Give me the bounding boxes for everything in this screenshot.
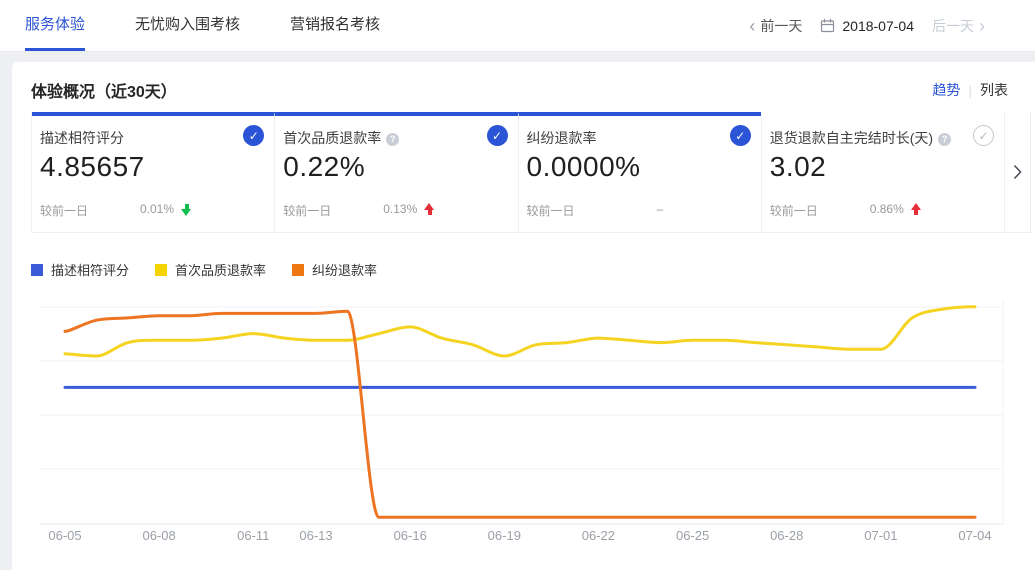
trend-line-chart: 06-05 06-08 06-11 06-13 06-16 06-19 06-22 06-25…	[40, 300, 1004, 543]
metric-title: 描述相符评分	[40, 130, 124, 146]
check-icon[interactable]: ✓	[486, 125, 508, 146]
legend-item-dispute-refund[interactable]: 纠纷退款率	[292, 260, 377, 279]
metric-card-first-quality-refund-rate[interactable]: ✓ 首次品质退款率? 0.22% 较前一日 0.13%	[274, 112, 518, 232]
compare-label: 较前一日	[40, 204, 89, 218]
change-value: 0.86%	[869, 202, 904, 216]
next-day-label: 后一天	[932, 17, 974, 34]
metric-cards-row: ✓ 描述相符评分 4.85657 较前一日 0.01% ✓ 首次品质退款率? 0…	[31, 112, 1031, 233]
info-icon[interactable]: ?	[938, 132, 952, 146]
experience-overview-panel: 体验概况（近30天） 趋势 | 列表 ✓ 描述相符评分 4.85657 较前一日…	[12, 62, 1035, 570]
compare-label: 较前一日	[769, 204, 818, 218]
chevron-left-icon: ‹	[749, 15, 756, 36]
view-switch: 趋势 | 列表	[932, 80, 1008, 100]
blue-swatch-icon	[31, 263, 43, 276]
down-arrow-icon	[181, 203, 192, 216]
series-line-dispute-refund	[63, 309, 977, 519]
yellow-swatch-icon	[155, 263, 168, 276]
x-axis-label: 06-16	[394, 528, 427, 543]
x-axis-label: 06-22	[582, 528, 615, 543]
metric-value: 3.02	[769, 151, 827, 182]
x-axis-label: 06-13	[299, 528, 332, 543]
legend-item-first-quality-refund[interactable]: 首次品质退款率	[155, 260, 266, 279]
x-axis-label: 06-11	[237, 528, 269, 543]
view-trend-option[interactable]: 趋势	[932, 82, 961, 98]
chart-legend: 描述相符评分 首次品质退款率 纠纷退款率	[31, 260, 377, 279]
change-value: 0.01%	[140, 202, 175, 216]
next-day-button-disabled[interactable]: 后一天 ›	[932, 16, 990, 36]
top-nav-bar: 服务体验 无忧购入围考核 营销报名考核 ‹ 前一天 2018-07-04 后一天…	[0, 0, 1035, 52]
view-list-option[interactable]: 列表	[980, 82, 1008, 98]
metric-value: 4.85657	[40, 151, 145, 182]
check-icon[interactable]: ✓	[243, 125, 265, 146]
metric-card-description-match-score[interactable]: ✓ 描述相符评分 4.85657 较前一日 0.01%	[32, 112, 275, 232]
view-switch-divider: |	[968, 82, 972, 98]
x-axis-label: 06-08	[142, 528, 175, 543]
up-arrow-icon	[910, 202, 922, 216]
date-picker[interactable]: 2018-07-04	[820, 18, 914, 34]
check-icon-unchecked[interactable]: ✓	[973, 125, 994, 146]
metric-title: 退货退款自主完结时长(天)	[769, 130, 934, 146]
metric-card-dispute-refund-rate[interactable]: ✓ 纠纷退款率 0.0000% 较前一日 –	[517, 112, 761, 232]
compare-label: 较前一日	[283, 204, 332, 218]
metric-title: 纠纷退款率	[526, 130, 597, 146]
x-axis-label: 06-19	[488, 528, 521, 543]
x-axis-label: 07-04	[958, 528, 991, 543]
cards-next-button[interactable]	[1004, 112, 1030, 232]
tab-service-experience[interactable]: 服务体验	[25, 0, 86, 51]
prev-day-label: 前一天	[760, 17, 803, 34]
orange-swatch-icon	[292, 263, 305, 276]
tab-marketing-signup-assessment[interactable]: 营销报名考核	[290, 16, 381, 33]
trend-chart-container: 06-05 06-08 06-11 06-13 06-16 06-19 06-22 06-25…	[12, 290, 1035, 570]
current-date: 2018-07-04	[842, 17, 914, 34]
legend-item-desc-score[interactable]: 描述相符评分	[31, 260, 129, 279]
up-arrow-icon	[424, 202, 435, 216]
x-axis-label: 07-01	[864, 528, 897, 543]
check-icon[interactable]: ✓	[729, 125, 751, 146]
info-icon[interactable]: ?	[386, 132, 400, 146]
x-axis-label: 06-25	[676, 528, 709, 543]
metric-value: 0.22%	[283, 151, 366, 182]
tab-worry-free-purchase-assessment[interactable]: 无忧购入围考核	[135, 16, 241, 33]
metric-value: 0.0000%	[526, 151, 641, 182]
change-value: –	[656, 202, 664, 216]
calendar-icon	[821, 19, 835, 33]
metric-card-return-refund-completion-days[interactable]: ✓ 退货退款自主完结时长(天)? 3.02 较前一日 0.86%	[760, 112, 1004, 232]
chevron-right-icon	[1013, 164, 1022, 180]
metric-title: 首次品质退款率	[283, 130, 382, 146]
x-axis-label: 06-05	[48, 528, 81, 543]
date-navigation: ‹ 前一天 2018-07-04 后一天 ›	[744, 0, 1035, 51]
x-axis-label: 06-28	[770, 528, 803, 543]
prev-day-button[interactable]: ‹ 前一天	[744, 16, 802, 36]
chevron-right-icon: ›	[979, 15, 985, 36]
change-value: 0.13%	[383, 202, 418, 216]
compare-label: 较前一日	[526, 204, 575, 218]
series-line-first-quality-refund	[63, 305, 977, 358]
page-title: 体验概况（近30天）	[31, 84, 177, 101]
